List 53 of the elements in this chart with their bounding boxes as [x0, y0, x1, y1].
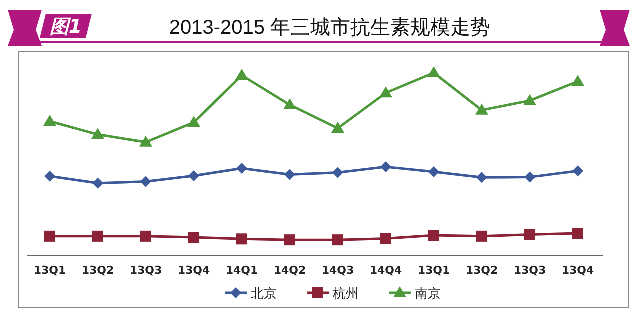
x-tick-label: 13Q3 — [514, 264, 546, 277]
point — [92, 178, 104, 189]
point — [428, 230, 440, 242]
point — [476, 230, 488, 242]
point — [236, 234, 248, 245]
point — [284, 234, 296, 246]
point — [284, 169, 296, 180]
point — [476, 104, 488, 115]
caption: 图1 — [50, 16, 82, 38]
point — [380, 86, 392, 98]
point — [140, 230, 152, 242]
point — [572, 166, 584, 177]
point — [44, 114, 56, 126]
point — [188, 116, 200, 128]
point — [92, 230, 104, 242]
x-tick-label: 13Q1 — [34, 264, 66, 277]
point — [236, 163, 248, 174]
x-tick-label: 14Q2 — [274, 264, 306, 277]
point — [188, 170, 200, 182]
x-tick-label: 13Q4 — [178, 264, 210, 277]
legend-label: 北京 — [251, 287, 277, 302]
x-tick-label: 13Q1 — [418, 264, 450, 277]
x-tick-label: 13Q4 — [562, 264, 594, 277]
point — [44, 170, 56, 182]
x-tick-label: 13Q2 — [466, 264, 498, 277]
legend-label: 杭州 — [332, 287, 359, 302]
point — [140, 136, 152, 147]
point — [44, 230, 56, 242]
x-tick-label: 14Q4 — [370, 264, 402, 277]
point — [332, 122, 344, 133]
x-tick-label: 14Q3 — [322, 264, 354, 277]
point — [476, 172, 488, 184]
point — [236, 69, 248, 80]
point — [380, 233, 392, 244]
point — [188, 232, 200, 244]
x-tick-label: 13Q2 — [82, 264, 114, 277]
legend-label: 南京 — [415, 287, 441, 302]
x-tick-label: 14Q1 — [226, 264, 258, 277]
point — [524, 172, 536, 183]
point — [572, 228, 584, 239]
point — [332, 167, 344, 178]
point — [380, 162, 392, 173]
point — [428, 66, 440, 78]
point — [332, 234, 344, 246]
point — [284, 98, 296, 110]
point — [572, 75, 584, 86]
point — [92, 128, 104, 140]
x-tick-label: 13Q3 — [130, 264, 162, 277]
point — [140, 176, 152, 188]
chart-title: 2013-2015 年三城市抗生素规模走势 — [169, 17, 491, 39]
point — [428, 166, 440, 178]
point — [524, 229, 536, 240]
point — [524, 94, 536, 106]
